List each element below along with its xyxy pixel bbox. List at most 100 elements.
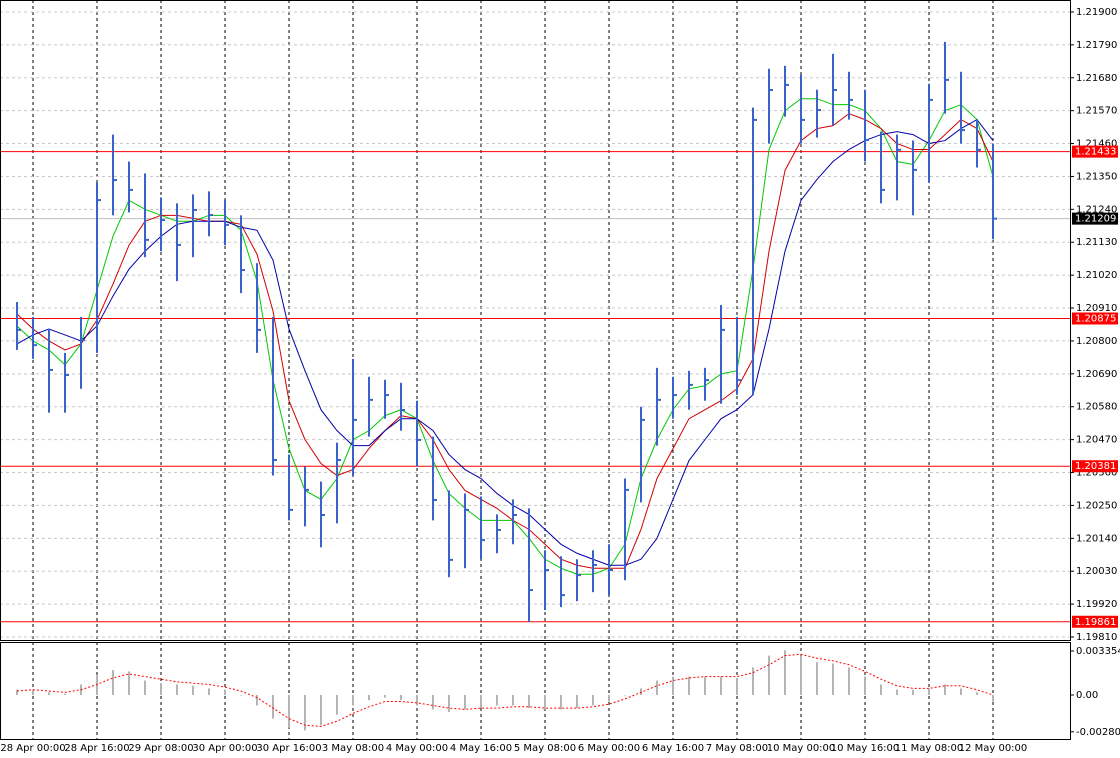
level-label: 1.20381	[1075, 461, 1116, 472]
y-tick-label: 1.21020	[1076, 270, 1117, 281]
histogram-bar	[64, 693, 66, 695]
histogram-bar	[320, 694, 322, 726]
last-price-label: 1.21209	[1075, 214, 1116, 225]
histogram-bar	[608, 694, 610, 702]
histogram-bar	[576, 694, 578, 709]
histogram-bar	[128, 671, 130, 695]
histogram-bar	[512, 694, 514, 706]
histogram-bar	[720, 676, 722, 695]
level-box	[1072, 460, 1118, 473]
histogram-bar	[688, 676, 690, 695]
moving-average	[16, 113, 994, 569]
histogram-bar	[16, 689, 18, 695]
histogram-bar	[944, 684, 946, 695]
y-tick-label: 1.19920	[1076, 599, 1117, 610]
histogram-bar	[704, 676, 706, 695]
moving-average	[16, 118, 994, 566]
y-tick-label: 1.20910	[1076, 303, 1117, 314]
y-tick-label: 1.21900	[1076, 7, 1117, 18]
histogram-bar	[48, 692, 50, 695]
histogram-bar	[640, 688, 642, 695]
indicator-pane-frame	[0, 642, 1071, 740]
level-label: 1.19861	[1075, 617, 1116, 628]
x-tick-label: 30 Apr 16:00	[256, 743, 321, 754]
x-tick-label: 6 May 16:00	[642, 743, 704, 754]
histogram-bar	[304, 694, 306, 731]
histogram-bar	[192, 685, 194, 695]
y-tick-label: 1.21790	[1076, 40, 1117, 51]
histogram-bar	[96, 675, 98, 695]
level-label: 1.21433	[1075, 147, 1116, 158]
histogram-bar	[160, 683, 162, 695]
histogram-bar	[768, 655, 770, 695]
x-tick-label: 12 May 00:00	[959, 743, 1028, 754]
histogram-bar	[480, 694, 482, 709]
histogram-bar	[368, 694, 370, 701]
histogram-bar	[544, 694, 546, 710]
y-tick-label: 1.21460	[1076, 139, 1117, 150]
histogram-bar	[112, 670, 114, 695]
y-tick-label: 1.20690	[1076, 369, 1117, 380]
x-tick-label: 28 Apr 00:00	[0, 743, 65, 754]
histogram-bar	[336, 694, 338, 715]
histogram-bar	[464, 694, 466, 710]
y-tick-label: 1.20140	[1076, 533, 1117, 544]
x-tick-label: 5 May 08:00	[514, 743, 576, 754]
y-tick-label: 1.21680	[1076, 73, 1117, 84]
histogram-bar	[928, 688, 930, 695]
x-tick-label: 7 May 08:00	[706, 743, 768, 754]
histogram-bar	[240, 694, 242, 696]
y-tick-label: 1.20030	[1076, 566, 1117, 577]
y-tick-label: 1.20470	[1076, 435, 1117, 446]
y-tick-label: 1.21240	[1076, 204, 1117, 215]
histogram-bar	[272, 694, 274, 719]
histogram-bar	[752, 667, 754, 695]
y-tick-label: 1.21350	[1076, 171, 1117, 182]
y-tick-label: 0.00	[1076, 690, 1098, 701]
histogram-bar	[144, 680, 146, 695]
y-tick-label: 1.20360	[1076, 468, 1117, 479]
y-tick-label: 1.19810	[1076, 632, 1117, 643]
x-tick-label: 4 May 16:00	[450, 743, 512, 754]
histogram-bar	[384, 694, 386, 698]
histogram-bar	[960, 688, 962, 695]
level-box	[1072, 312, 1118, 325]
level-label: 1.20875	[1075, 314, 1116, 325]
y-tick-label: 1.21130	[1076, 237, 1117, 248]
x-tick-label: 6 May 00:00	[578, 743, 640, 754]
main-pane-frame	[0, 0, 1071, 641]
x-tick-label: 3 May 08:00	[322, 743, 384, 754]
histogram-bar	[672, 676, 674, 695]
histogram-bar	[400, 694, 402, 701]
histogram-bar	[416, 694, 418, 706]
histogram-bar	[816, 662, 818, 695]
histogram-bar	[32, 689, 34, 695]
x-tick-label: 30 Apr 00:00	[192, 743, 257, 754]
x-tick-label: 10 May 16:00	[831, 743, 900, 754]
level-box	[1072, 615, 1118, 628]
histogram-bar	[208, 688, 210, 695]
histogram-bar	[992, 694, 994, 702]
x-tick-label: 29 Apr 08:00	[128, 743, 193, 754]
histogram-bar	[256, 694, 258, 706]
histogram-bar	[224, 689, 226, 695]
y-tick-label: 1.21570	[1076, 106, 1117, 117]
histogram-bar	[848, 667, 850, 695]
histogram-bar	[432, 694, 434, 710]
x-tick-label: 4 May 00:00	[386, 743, 448, 754]
histogram-bar	[880, 684, 882, 695]
histogram-bar	[448, 694, 450, 713]
level-box	[1072, 145, 1118, 158]
histogram-bar	[624, 694, 626, 696]
y-tick-label: 0.003354	[1076, 646, 1120, 657]
x-tick-label: 10 May 00:00	[767, 743, 836, 754]
y-tick-label: -0.002805	[1076, 727, 1120, 738]
histogram-bar	[784, 650, 786, 695]
histogram-bar	[832, 663, 834, 695]
histogram-bar	[736, 677, 738, 695]
histogram-bar	[656, 680, 658, 695]
histogram-bar	[912, 689, 914, 695]
histogram-bar	[864, 676, 866, 695]
histogram-bar	[896, 689, 898, 695]
